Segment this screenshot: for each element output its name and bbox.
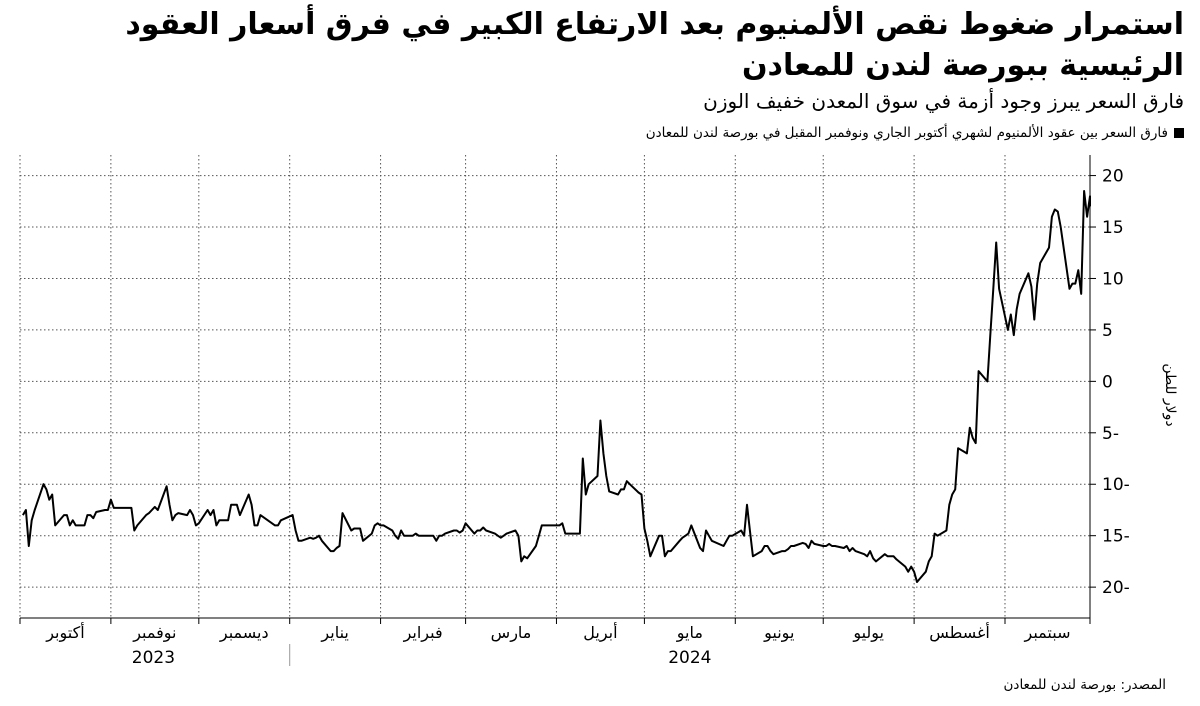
y-tick-label: 20 xyxy=(1102,167,1124,187)
y-tick-label: 5 xyxy=(1102,321,1113,341)
series-line xyxy=(22,190,1091,583)
x-tick-label: يناير xyxy=(320,623,348,643)
x-tick-label: أغسطس xyxy=(929,622,990,643)
y-tick-label: 10- xyxy=(1102,475,1130,495)
x-axis: أكتوبر نوفمبر ديسمبر يناير فبراير مارس أبريل ما… xyxy=(19,617,1091,668)
chart-title: استمرار ضغوط نقص الألمنيوم بعد الارتفاع … xyxy=(125,7,1184,83)
y-tick-label: 0 xyxy=(1102,372,1113,392)
x-tick-label: مايو xyxy=(676,623,703,643)
x-tick-label: ديسمبر xyxy=(219,623,269,643)
y-tick-label: 10 xyxy=(1102,269,1124,289)
x-tick-label: فبراير xyxy=(403,623,443,643)
legend-swatch xyxy=(1174,128,1184,138)
chart-subtitle: فارق السعر يبرز وجود أزمة في سوق المعدن … xyxy=(703,89,1184,113)
x-tick-label: أبريل xyxy=(583,622,617,643)
x-tick-label: يوليو xyxy=(852,623,884,643)
y-tick-label: 15 xyxy=(1102,218,1124,238)
y-tick-label: 15- xyxy=(1102,527,1130,547)
y-tick-label: 5- xyxy=(1102,424,1119,444)
y-axis-title: دولار للطن xyxy=(1162,363,1178,426)
grid xyxy=(19,155,1091,618)
source-note: المصدر: بورصة لندن للمعادن xyxy=(1003,677,1166,693)
x-tick-label: نوفمبر xyxy=(132,623,176,643)
x-tick-label: سبتمبر xyxy=(1024,623,1071,643)
year-label: 2023 xyxy=(132,648,175,668)
legend-label: فارق السعر بين عقود الألمنيوم لشهري أكتو… xyxy=(645,125,1168,141)
y-tick-label: 20- xyxy=(1102,578,1130,598)
y-axis: 20 15 10 5 0 5- 10- 15- 20- xyxy=(1089,155,1130,618)
year-label: 2024 xyxy=(668,648,711,668)
x-tick-label: أكتوبر xyxy=(45,622,84,643)
x-tick-label: مارس xyxy=(491,623,532,643)
x-tick-label: يونيو xyxy=(763,623,794,643)
legend: فارق السعر بين عقود الألمنيوم لشهري أكتو… xyxy=(646,124,1184,142)
